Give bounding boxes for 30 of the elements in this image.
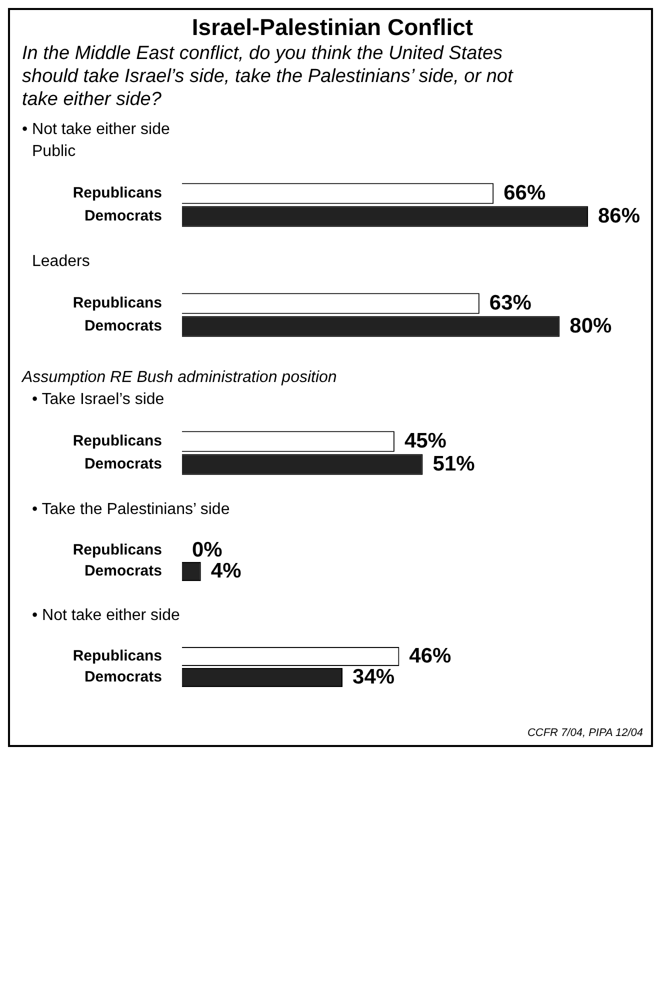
text: In the Middle East conflict, do you think the United States should take Israel’s side, take the Palestinians’ side, or not take either side? <box>22 43 514 112</box>
chart-subtitle: • Take Israel’s side <box>32 391 166 410</box>
chart-title: Assumption RE Bush administration position <box>22 369 338 388</box>
data-label: 34% <box>352 666 395 689</box>
data-label: 45% <box>404 430 447 453</box>
y-tick-label: Republicans <box>72 542 162 560</box>
y-tick-label: Democrats <box>84 669 162 686</box>
y-tick-label: Republicans <box>72 295 162 312</box>
chart-subtitle: Leaders <box>32 253 91 272</box>
chart-subtitle: • Take the Palestinians’ side <box>32 501 231 520</box>
chart-title: • Not take either side <box>22 121 171 140</box>
y-tick-label: Republicans <box>72 185 162 202</box>
y-tick-label: Democrats <box>84 318 162 336</box>
data-label: 4% <box>210 560 242 583</box>
text: CCFR 7/04, PIPA 12/04 <box>526 727 643 740</box>
y-tick-label: Republicans <box>72 433 162 450</box>
text: Israel-Palestinian Conflict <box>190 14 474 41</box>
data-label: 63% <box>489 292 532 315</box>
chart-subtitle: • Not take either side <box>32 607 181 626</box>
y-tick-label: Democrats <box>84 456 162 474</box>
data-label: 86% <box>598 204 640 228</box>
data-label: 0% <box>192 538 223 562</box>
data-label: 46% <box>409 644 452 668</box>
y-tick-label: Democrats <box>84 563 162 580</box>
text: Public <box>32 143 77 162</box>
data-label: 66% <box>504 182 546 205</box>
y-tick-label: Democrats <box>84 208 162 226</box>
data-label: 80% <box>570 314 612 338</box>
y-tick-label: Republicans <box>72 648 162 666</box>
data-label: 51% <box>432 452 476 476</box>
